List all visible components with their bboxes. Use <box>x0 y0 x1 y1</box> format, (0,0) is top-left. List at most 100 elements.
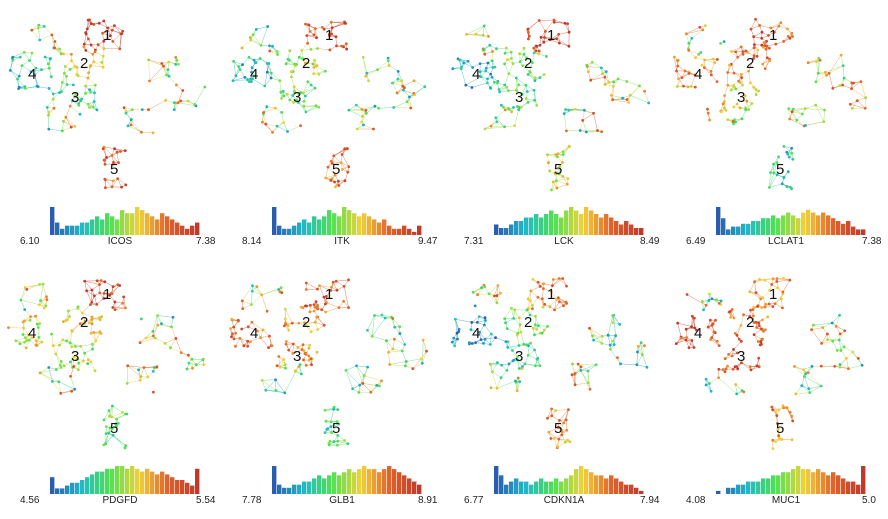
network-edge <box>508 63 514 74</box>
network-edge <box>499 90 509 93</box>
network-edge <box>276 125 288 132</box>
network-edge <box>455 318 472 323</box>
network-edge <box>605 84 614 87</box>
histogram-bar <box>761 478 766 494</box>
network-node <box>774 440 777 443</box>
network-node <box>526 297 530 301</box>
network-edge <box>313 70 326 74</box>
network-node <box>402 88 405 92</box>
network-node <box>756 340 760 343</box>
network-node <box>730 308 734 311</box>
network-node <box>27 333 30 337</box>
network-edge <box>250 39 262 46</box>
network-edge <box>287 50 291 60</box>
network-node <box>140 130 143 134</box>
network-edge <box>735 384 737 394</box>
network-edge <box>587 370 591 390</box>
network-edge <box>608 78 619 83</box>
network-edge <box>496 121 505 128</box>
histogram-bar <box>634 487 639 494</box>
network-node <box>842 345 846 349</box>
network-node <box>721 368 725 371</box>
network-node <box>291 94 295 97</box>
histogram-bar <box>272 466 277 494</box>
network-node <box>482 283 486 287</box>
network-node <box>576 362 580 366</box>
network-edge <box>130 124 142 133</box>
network-edge <box>335 36 337 46</box>
network-node <box>562 112 566 115</box>
network-node <box>230 317 234 321</box>
network-node <box>373 314 376 317</box>
network-node <box>536 280 540 284</box>
histogram-bar <box>639 490 644 494</box>
network-node <box>512 317 516 320</box>
network-node <box>554 179 558 183</box>
network-node <box>838 363 842 366</box>
network-node <box>265 70 269 74</box>
network-node <box>835 349 839 352</box>
network-edge <box>232 77 245 81</box>
network-edge <box>555 409 569 411</box>
network-edge <box>815 74 827 83</box>
network-node <box>733 332 737 335</box>
histogram-bar <box>509 224 514 235</box>
network-edge <box>114 25 123 32</box>
histogram-bar <box>150 471 155 494</box>
histogram-bar <box>494 224 499 235</box>
network-edge <box>269 336 273 346</box>
network-node <box>47 113 50 117</box>
network-edge <box>511 307 520 319</box>
histogram-bar <box>846 481 851 494</box>
network-node <box>18 342 22 345</box>
histogram-bar <box>751 221 756 235</box>
network-node <box>752 314 755 318</box>
network-edge <box>775 411 778 424</box>
network-edge <box>181 352 193 360</box>
network-edge <box>111 155 119 163</box>
network-edge <box>571 374 576 385</box>
network-node <box>510 57 513 60</box>
network-node <box>328 48 332 52</box>
network-node <box>246 339 250 343</box>
histogram-bar <box>609 475 614 494</box>
network-edge <box>860 81 866 98</box>
network-node <box>57 380 61 384</box>
network-edge <box>281 112 284 123</box>
network-node <box>838 313 841 317</box>
network-node <box>786 170 790 174</box>
histogram-bar <box>716 490 721 494</box>
network-edge <box>31 24 39 31</box>
histogram-bar <box>554 478 559 494</box>
network-node <box>73 95 76 98</box>
network-edge <box>337 435 345 441</box>
network-edge <box>500 370 508 378</box>
network-edge <box>846 358 849 369</box>
network-edge <box>272 46 278 55</box>
network-edge <box>554 301 560 311</box>
network-edge <box>362 383 371 393</box>
histogram-bar <box>579 466 584 494</box>
network-node <box>297 365 301 369</box>
network-edge <box>490 337 496 345</box>
network-edge <box>522 62 533 66</box>
network-node <box>89 90 92 94</box>
network-node <box>770 283 774 286</box>
histogram-bar <box>781 472 786 494</box>
histogram-bar <box>746 223 751 235</box>
network-node <box>329 20 333 24</box>
histogram-bar <box>766 218 771 235</box>
network-node <box>309 357 313 361</box>
network-node <box>618 323 622 326</box>
network-node <box>296 101 300 104</box>
network-node <box>162 64 165 68</box>
network-node <box>286 324 290 327</box>
network-node <box>518 380 522 384</box>
network-edge <box>550 291 557 300</box>
network-node <box>625 98 629 101</box>
network-node <box>243 76 247 79</box>
network-node <box>119 32 123 36</box>
network-node <box>636 345 640 348</box>
network-edge <box>492 371 498 389</box>
network-node <box>147 108 150 112</box>
